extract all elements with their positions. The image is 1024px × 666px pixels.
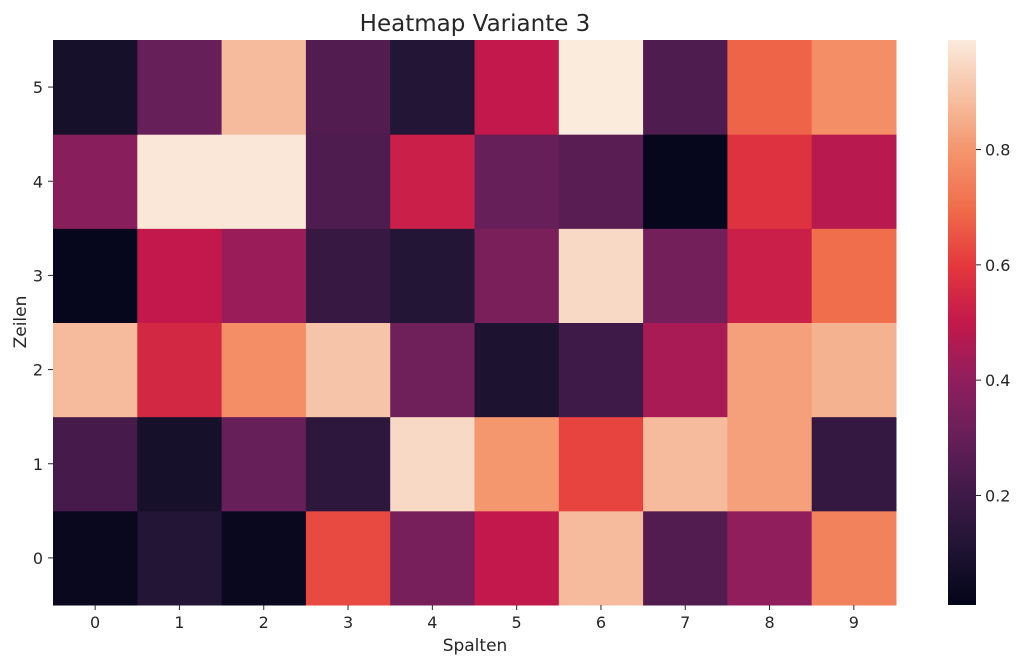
x-tick-label: 7	[680, 613, 690, 632]
colorbar-tick-label: 0.8	[985, 141, 1010, 160]
heatmap-cell-r2-c7	[643, 322, 728, 418]
x-tick-label: 3	[343, 613, 353, 632]
heatmap-cell-r0-c6	[558, 510, 644, 606]
heatmap-cell-r2-c2	[221, 322, 307, 418]
heatmap-cell-r4-c1	[137, 134, 223, 229]
heatmap-cell-r5-c0	[53, 40, 138, 135]
x-tick-label: 6	[596, 613, 606, 632]
heatmap-cell-r3-c7	[643, 228, 728, 323]
x-axis: 0 1 2 3 4 5 6 7 8 9	[90, 605, 859, 632]
heatmap-cell-r0-c3	[305, 510, 391, 606]
heatmap-cell-r4-c8	[727, 134, 813, 229]
heatmap-cell-r5-c7	[643, 40, 728, 135]
colorbar-gradient	[948, 40, 976, 605]
y-tick-label: 1	[33, 455, 43, 474]
heatmap-cell-r2-c8	[727, 322, 813, 418]
heatmap-cell-r4-c6	[558, 134, 644, 229]
heatmap-cell-r2-c1	[137, 322, 223, 418]
heatmap-cell-r0-c9	[811, 510, 897, 606]
heatmap-cell-r0-c8	[727, 510, 813, 606]
colorbar-tick-label: 0.6	[985, 256, 1010, 275]
heatmap-cell-r1-c9	[811, 416, 897, 512]
y-axis-label: Zeilen	[11, 296, 31, 349]
x-tick-label: 1	[174, 613, 184, 632]
heatmap-cell-r3-c4	[390, 228, 475, 323]
heatmap-cell-r4-c7	[643, 134, 728, 229]
heatmap-cell-r1-c4	[390, 416, 475, 512]
heatmap-cell-r4-c3	[305, 134, 391, 229]
heatmap-cell-r3-c1	[137, 228, 223, 323]
heatmap-cell-r5-c5	[474, 40, 560, 135]
heatmap-cells	[53, 40, 897, 606]
heatmap-cell-r4-c9	[811, 134, 897, 229]
heatmap-cell-r5-c8	[727, 40, 813, 135]
heatmap-cell-r3-c9	[811, 228, 897, 323]
x-tick-label: 9	[849, 613, 859, 632]
heatmap-cell-r1-c6	[558, 416, 644, 512]
heatmap-cell-r2-c0	[53, 322, 138, 418]
heatmap-cell-r1-c3	[305, 416, 391, 512]
heatmap-cell-r3-c5	[474, 228, 560, 323]
x-tick-label: 8	[764, 613, 774, 632]
heatmap-cell-r5-c3	[305, 40, 391, 135]
y-tick-label: 5	[33, 78, 43, 97]
heatmap-cell-r4-c4	[390, 134, 475, 229]
heatmap-cell-r2-c9	[811, 322, 897, 418]
heatmap-cell-r3-c3	[305, 228, 391, 323]
x-tick-label: 4	[427, 613, 437, 632]
chart-title: Heatmap Variante 3	[360, 11, 591, 37]
heatmap-cell-r4-c0	[53, 134, 138, 229]
heatmap-cell-r3-c6	[558, 228, 644, 323]
heatmap-cell-r4-c5	[474, 134, 560, 229]
x-axis-label: Spalten	[443, 636, 508, 656]
heatmap-cell-r2-c6	[558, 322, 644, 418]
heatmap-cell-r1-c2	[221, 416, 307, 512]
heatmap-cell-r5-c6	[558, 40, 644, 135]
heatmap-cell-r1-c1	[137, 416, 223, 512]
heatmap-cell-r0-c0	[53, 510, 138, 606]
y-tick-label: 3	[33, 266, 43, 285]
heatmap-cell-r3-c2	[221, 228, 307, 323]
heatmap-cell-r5-c1	[137, 40, 223, 135]
heatmap-cell-r0-c4	[390, 510, 475, 606]
heatmap-cell-r1-c8	[727, 416, 813, 512]
x-tick-label: 0	[90, 613, 100, 632]
colorbar: 0.2 0.4 0.6 0.8	[948, 40, 1010, 605]
heatmap-cell-r5-c4	[390, 40, 475, 135]
heatmap-cell-r3-c0	[53, 228, 138, 323]
heatmap-cell-r5-c2	[221, 40, 307, 135]
y-tick-label: 0	[33, 549, 43, 568]
x-tick-label: 5	[512, 613, 522, 632]
heatmap-cell-r0-c2	[221, 510, 307, 606]
heatmap-cell-r1-c7	[643, 416, 728, 512]
heatmap-cell-r2-c3	[305, 322, 391, 418]
heatmap-cell-r4-c2	[221, 134, 307, 229]
x-tick-label: 2	[259, 613, 269, 632]
heatmap-cell-r0-c1	[137, 510, 223, 606]
heatmap-cell-r1-c5	[474, 416, 560, 512]
heatmap-cell-r2-c4	[390, 322, 475, 418]
heatmap-cell-r5-c9	[811, 40, 897, 135]
y-tick-label: 4	[33, 172, 43, 191]
y-axis: 0 1 2 3 4 5	[33, 78, 53, 568]
heatmap-cell-r3-c8	[727, 228, 813, 323]
colorbar-tick-label: 0.2	[985, 486, 1010, 505]
colorbar-tick-label: 0.4	[985, 371, 1010, 390]
heatmap-cell-r0-c5	[474, 510, 560, 606]
heatmap-cell-r0-c7	[643, 510, 728, 606]
heatmap-cell-r2-c5	[474, 322, 560, 418]
y-tick-label: 2	[33, 361, 43, 380]
heatmap-cell-r1-c0	[53, 416, 138, 512]
